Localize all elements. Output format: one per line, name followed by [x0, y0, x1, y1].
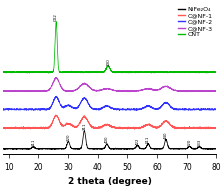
- Text: 511: 511: [146, 136, 150, 143]
- Text: 100: 100: [106, 58, 110, 66]
- Text: 422: 422: [136, 137, 140, 145]
- X-axis label: 2 theta (degree): 2 theta (degree): [68, 177, 151, 186]
- Text: 620: 620: [188, 138, 192, 146]
- Text: 002: 002: [54, 13, 58, 21]
- Legend: NiFe₂O₄, C@NF-1, C@NF-2, C@NF-3, CNT: NiFe₂O₄, C@NF-1, C@NF-2, C@NF-3, CNT: [177, 6, 213, 38]
- Text: 533: 533: [198, 139, 202, 146]
- Text: 111: 111: [31, 139, 35, 146]
- Text: 400: 400: [105, 136, 109, 143]
- Text: 440: 440: [164, 132, 168, 139]
- Text: 220: 220: [66, 133, 70, 140]
- Text: 311: 311: [82, 122, 86, 130]
